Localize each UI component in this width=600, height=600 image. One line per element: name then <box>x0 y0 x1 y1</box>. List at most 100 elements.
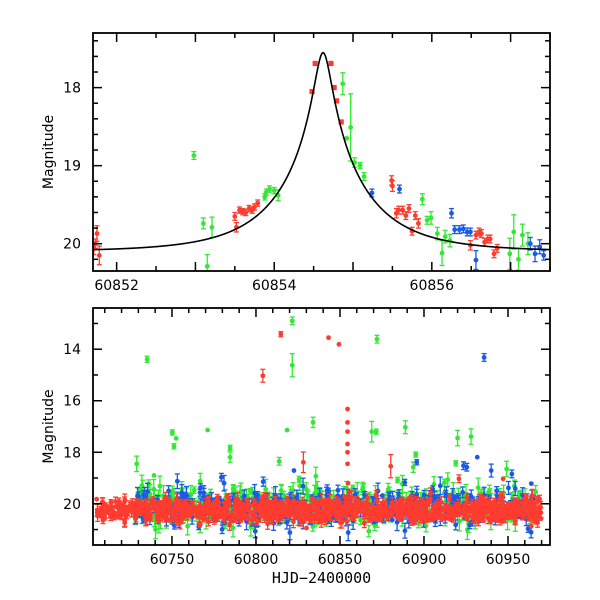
data-point <box>395 477 400 483</box>
data-point <box>389 517 395 523</box>
data-point <box>205 427 210 433</box>
data-point-r <box>406 204 412 214</box>
data-point <box>468 229 473 235</box>
data-point <box>201 490 207 496</box>
data-point <box>303 486 309 492</box>
data-point <box>243 210 249 215</box>
data-point <box>537 244 543 250</box>
baseline-point-r <box>304 525 309 531</box>
baseline-point-b <box>174 473 180 490</box>
x-tick-label: 60856 <box>410 278 455 294</box>
data-point <box>185 523 191 529</box>
data-point-square <box>328 60 334 67</box>
data-point <box>410 464 416 470</box>
data-point-g <box>191 150 197 161</box>
data-point <box>452 227 458 233</box>
data-point-r <box>389 179 395 193</box>
data-point <box>263 486 269 492</box>
baseline-point-g <box>441 478 447 487</box>
data-point-b <box>488 463 494 478</box>
data-point-g <box>204 253 210 271</box>
data-point-g <box>455 429 461 447</box>
data-point-g <box>310 416 316 429</box>
data-point-g <box>369 420 375 443</box>
data-point <box>416 221 421 226</box>
data-point-b <box>456 225 462 235</box>
data-point-g <box>200 217 206 230</box>
data-point-g <box>169 429 175 436</box>
data-point-g <box>227 451 233 463</box>
data-point-r-square <box>333 98 340 104</box>
x-tick-label: 60854 <box>252 278 297 294</box>
data-point <box>527 241 533 247</box>
data-point-b <box>481 352 487 362</box>
data-point <box>461 463 466 469</box>
baseline-point-b <box>528 481 534 486</box>
data-point <box>252 528 258 534</box>
data-point-b <box>460 224 466 234</box>
data-point <box>419 196 425 202</box>
data-point <box>453 522 459 528</box>
data-point <box>191 487 197 493</box>
data-point-r-square <box>338 119 344 125</box>
data-point <box>289 362 295 368</box>
data-point-b <box>449 207 455 219</box>
data-point-g <box>151 473 157 478</box>
data-point <box>157 483 163 489</box>
data-point <box>221 480 227 486</box>
data-point-g <box>428 211 434 225</box>
data-point <box>369 429 375 435</box>
data-point <box>287 530 293 535</box>
data-point <box>174 478 180 484</box>
data-point-r-square <box>328 60 334 67</box>
data-point <box>348 125 354 130</box>
data-point-b <box>460 461 466 471</box>
baseline-point-b <box>467 520 473 530</box>
data-point <box>460 226 466 232</box>
data-point-r <box>255 199 261 207</box>
data-point-g <box>357 161 363 170</box>
data-point <box>474 454 480 460</box>
data-point-g <box>511 214 517 250</box>
data-point <box>479 231 484 236</box>
data-point-g <box>134 455 140 473</box>
data-point-b <box>473 250 479 271</box>
data-point <box>369 190 375 196</box>
data-point-g <box>227 444 233 452</box>
baseline-point-b <box>494 485 500 496</box>
data-point-r <box>478 228 484 239</box>
data-point <box>413 452 419 457</box>
data-point <box>431 494 437 500</box>
data-point <box>512 486 518 491</box>
data-point-g <box>504 460 510 478</box>
data-point <box>379 493 385 498</box>
data-point <box>276 458 282 464</box>
data-point-b <box>527 236 533 251</box>
data-point <box>506 485 511 491</box>
data-point <box>390 183 395 189</box>
data-point <box>227 454 233 460</box>
data-point-b <box>452 225 458 235</box>
y-tick-label: 18 <box>63 81 81 97</box>
data-point <box>361 174 367 179</box>
baseline-point-b <box>335 484 341 496</box>
data-point <box>467 522 473 528</box>
data-point-r-square <box>331 85 337 91</box>
data-point <box>360 484 366 490</box>
baseline-point-b <box>379 493 385 498</box>
data-point-g <box>144 355 150 364</box>
data-point <box>481 355 487 360</box>
data-point <box>468 434 474 439</box>
data-point <box>300 483 306 489</box>
data-point <box>511 229 517 235</box>
y-tick-label: 19 <box>63 159 81 175</box>
data-point <box>96 252 102 258</box>
data-point <box>310 419 316 425</box>
data-point <box>366 528 372 534</box>
data-point-g <box>209 216 215 239</box>
baseline-point-b <box>453 519 459 531</box>
data-point <box>173 435 179 441</box>
data-point-square <box>331 85 337 91</box>
data-point <box>428 490 433 496</box>
data-point <box>296 476 302 482</box>
